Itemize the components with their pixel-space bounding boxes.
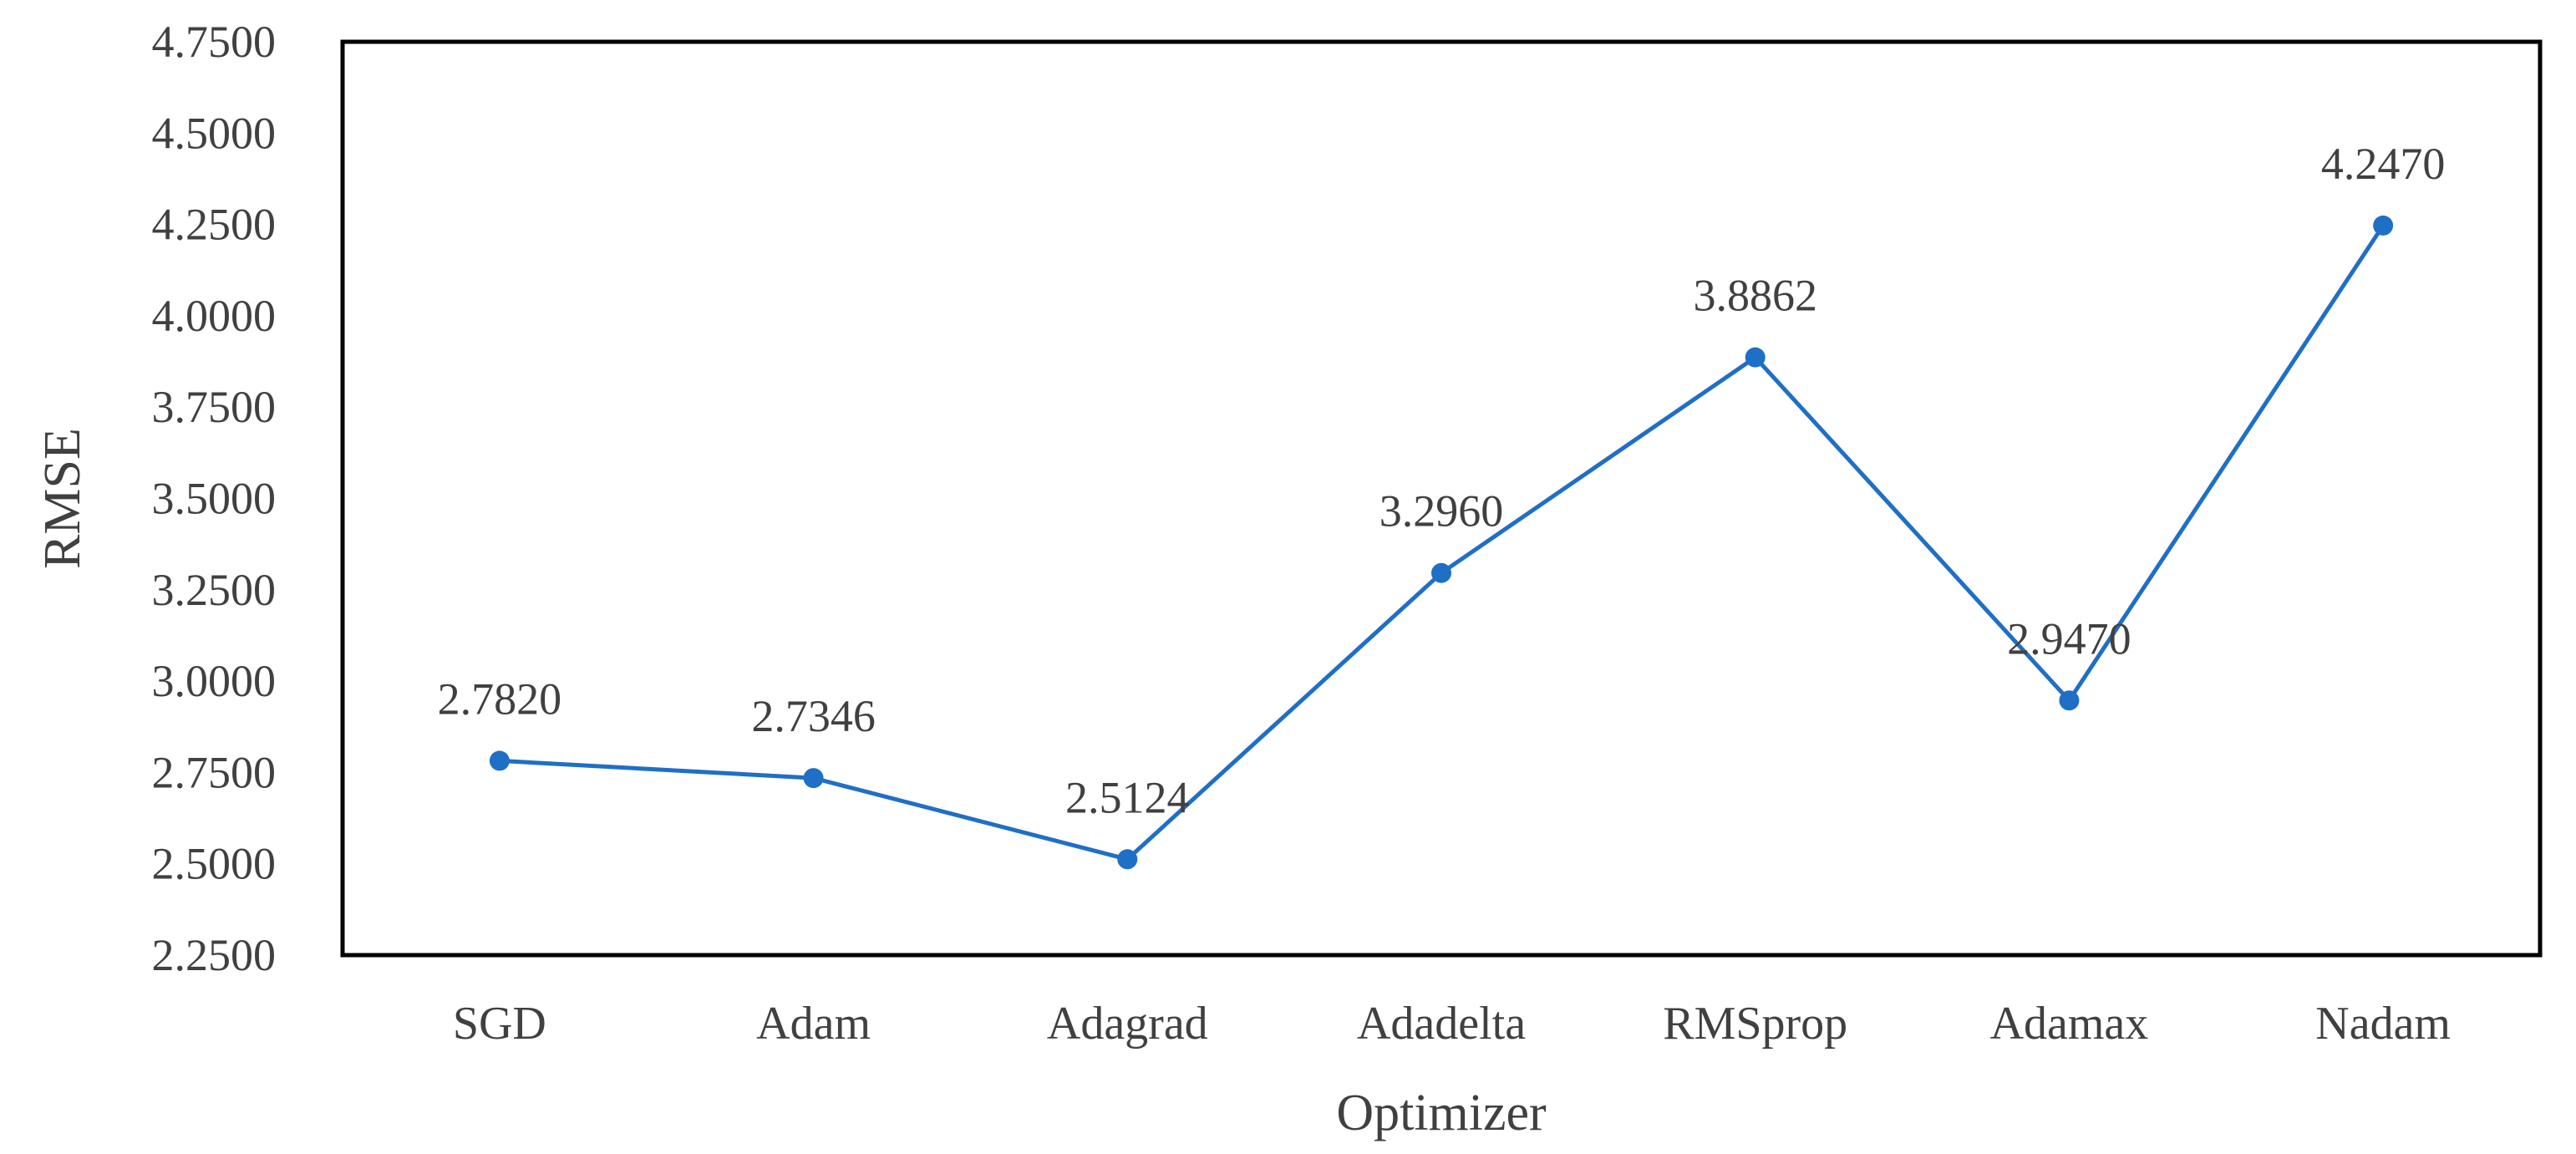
y-tick-label: 3.2500 [152,565,277,615]
x-tick-label: Adamax [1990,998,2149,1050]
data-label: 2.7346 [751,691,876,741]
x-axis-ticks: SGD Adam Adagrad Adadelta RMSprop Adamax Nadam [453,998,2451,1050]
y-tick-label: 3.5000 [152,474,277,524]
data-point [489,750,510,771]
data-point [1117,849,1138,870]
x-tick-label: RMSprop [1663,998,1847,1050]
x-tick-label: Adadelta [1357,998,1526,1050]
data-point [2059,690,2080,711]
data-labels: 2.7820 2.7346 2.5124 3.2960 3.8862 2.9470 4.24… [438,139,2446,822]
data-label: 3.2960 [1379,486,1504,536]
x-axis-title: Optimizer [1336,1085,1547,1141]
data-label: 2.5124 [1065,772,1190,822]
y-tick-label: 2.5000 [152,839,277,889]
y-tick-label: 4.5000 [152,108,277,158]
data-label: 2.7820 [438,674,562,724]
x-tick-label: Adagrad [1047,998,1208,1050]
x-tick-label: Nadam [2315,998,2451,1050]
y-tick-label: 4.2500 [152,200,277,250]
data-point [1431,562,1451,583]
data-point [803,768,824,789]
y-tick-label: 4.7500 [152,17,277,67]
y-tick-label: 3.7500 [152,382,277,432]
y-tick-label: 3.0000 [152,656,277,706]
x-tick-label: SGD [453,998,546,1050]
data-point [2373,215,2394,236]
data-label: 4.2470 [2321,139,2446,189]
data-point [1745,347,1766,368]
series-line [499,224,2385,862]
x-tick-label: Adam [756,998,871,1050]
y-axis-title: RMSE [34,428,91,569]
y-tick-label: 2.2500 [152,930,277,980]
y-tick-label: 4.0000 [152,291,277,341]
plot-frame [340,39,2543,958]
data-label: 3.8862 [1693,271,1817,321]
data-label: 2.9470 [2007,613,2131,663]
series-markers [489,215,2394,870]
y-axis-ticks: 2.2500 2.5000 2.7500 3.0000 3.2500 3.5000 3.75… [152,17,277,980]
y-tick-label: 2.7500 [152,747,277,797]
